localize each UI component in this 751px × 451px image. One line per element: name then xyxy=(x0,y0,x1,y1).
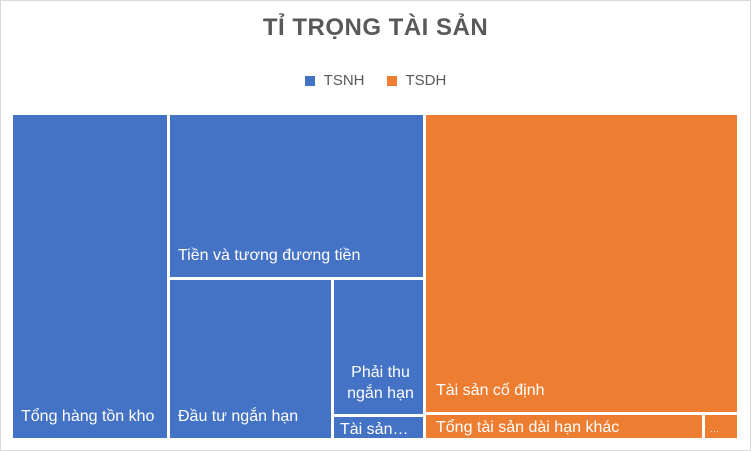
treemap-tile-label: … xyxy=(710,424,719,434)
treemap-tile-label: Tài sản… xyxy=(340,421,409,438)
legend-swatch-tsnh xyxy=(304,75,315,86)
legend-item-tsnh: TSNH xyxy=(304,72,365,89)
legend-swatch-tsdh xyxy=(386,75,397,86)
treemap-tile-tsnh-4: Tài sản… xyxy=(334,417,423,438)
treemap-tile-label: Tổng hàng tồn kho xyxy=(21,408,155,425)
legend-label-tsnh: TSNH xyxy=(323,72,365,89)
treemap-tile-tsdh-2: … xyxy=(705,415,737,438)
treemap-tile-label: Phải thu ngắn hạn xyxy=(347,364,414,402)
treemap-tile-tsdh-1: Tổng tài sản dài hạn khác xyxy=(426,415,702,438)
legend-label-tsdh: TSDH xyxy=(405,72,447,89)
treemap-tile-tsnh-3: Phải thu ngắn hạn xyxy=(334,280,423,414)
treemap-tile-tsnh-0: Tổng hàng tồn kho xyxy=(13,115,167,438)
legend: TSNH TSDH xyxy=(0,72,751,89)
treemap-tile-tsnh-1: Tiền và tương đương tiền xyxy=(170,115,423,277)
treemap-tile-label: Tài sản cố định xyxy=(436,382,545,399)
treemap-tile-tsdh-0: Tài sản cố định xyxy=(426,115,737,412)
treemap-tile-label: Tổng tài sản dài hạn khác xyxy=(436,419,620,436)
chart-title: TỈ TRỌNG TÀI SẢN xyxy=(262,14,489,41)
treemap-tile-label: Đầu tư ngắn hạn xyxy=(178,408,299,425)
legend-item-tsdh: TSDH xyxy=(386,72,447,89)
treemap-tile-label: Tiền và tương đương tiền xyxy=(178,247,361,264)
treemap-tile-tsnh-2: Đầu tư ngắn hạn xyxy=(170,280,331,438)
